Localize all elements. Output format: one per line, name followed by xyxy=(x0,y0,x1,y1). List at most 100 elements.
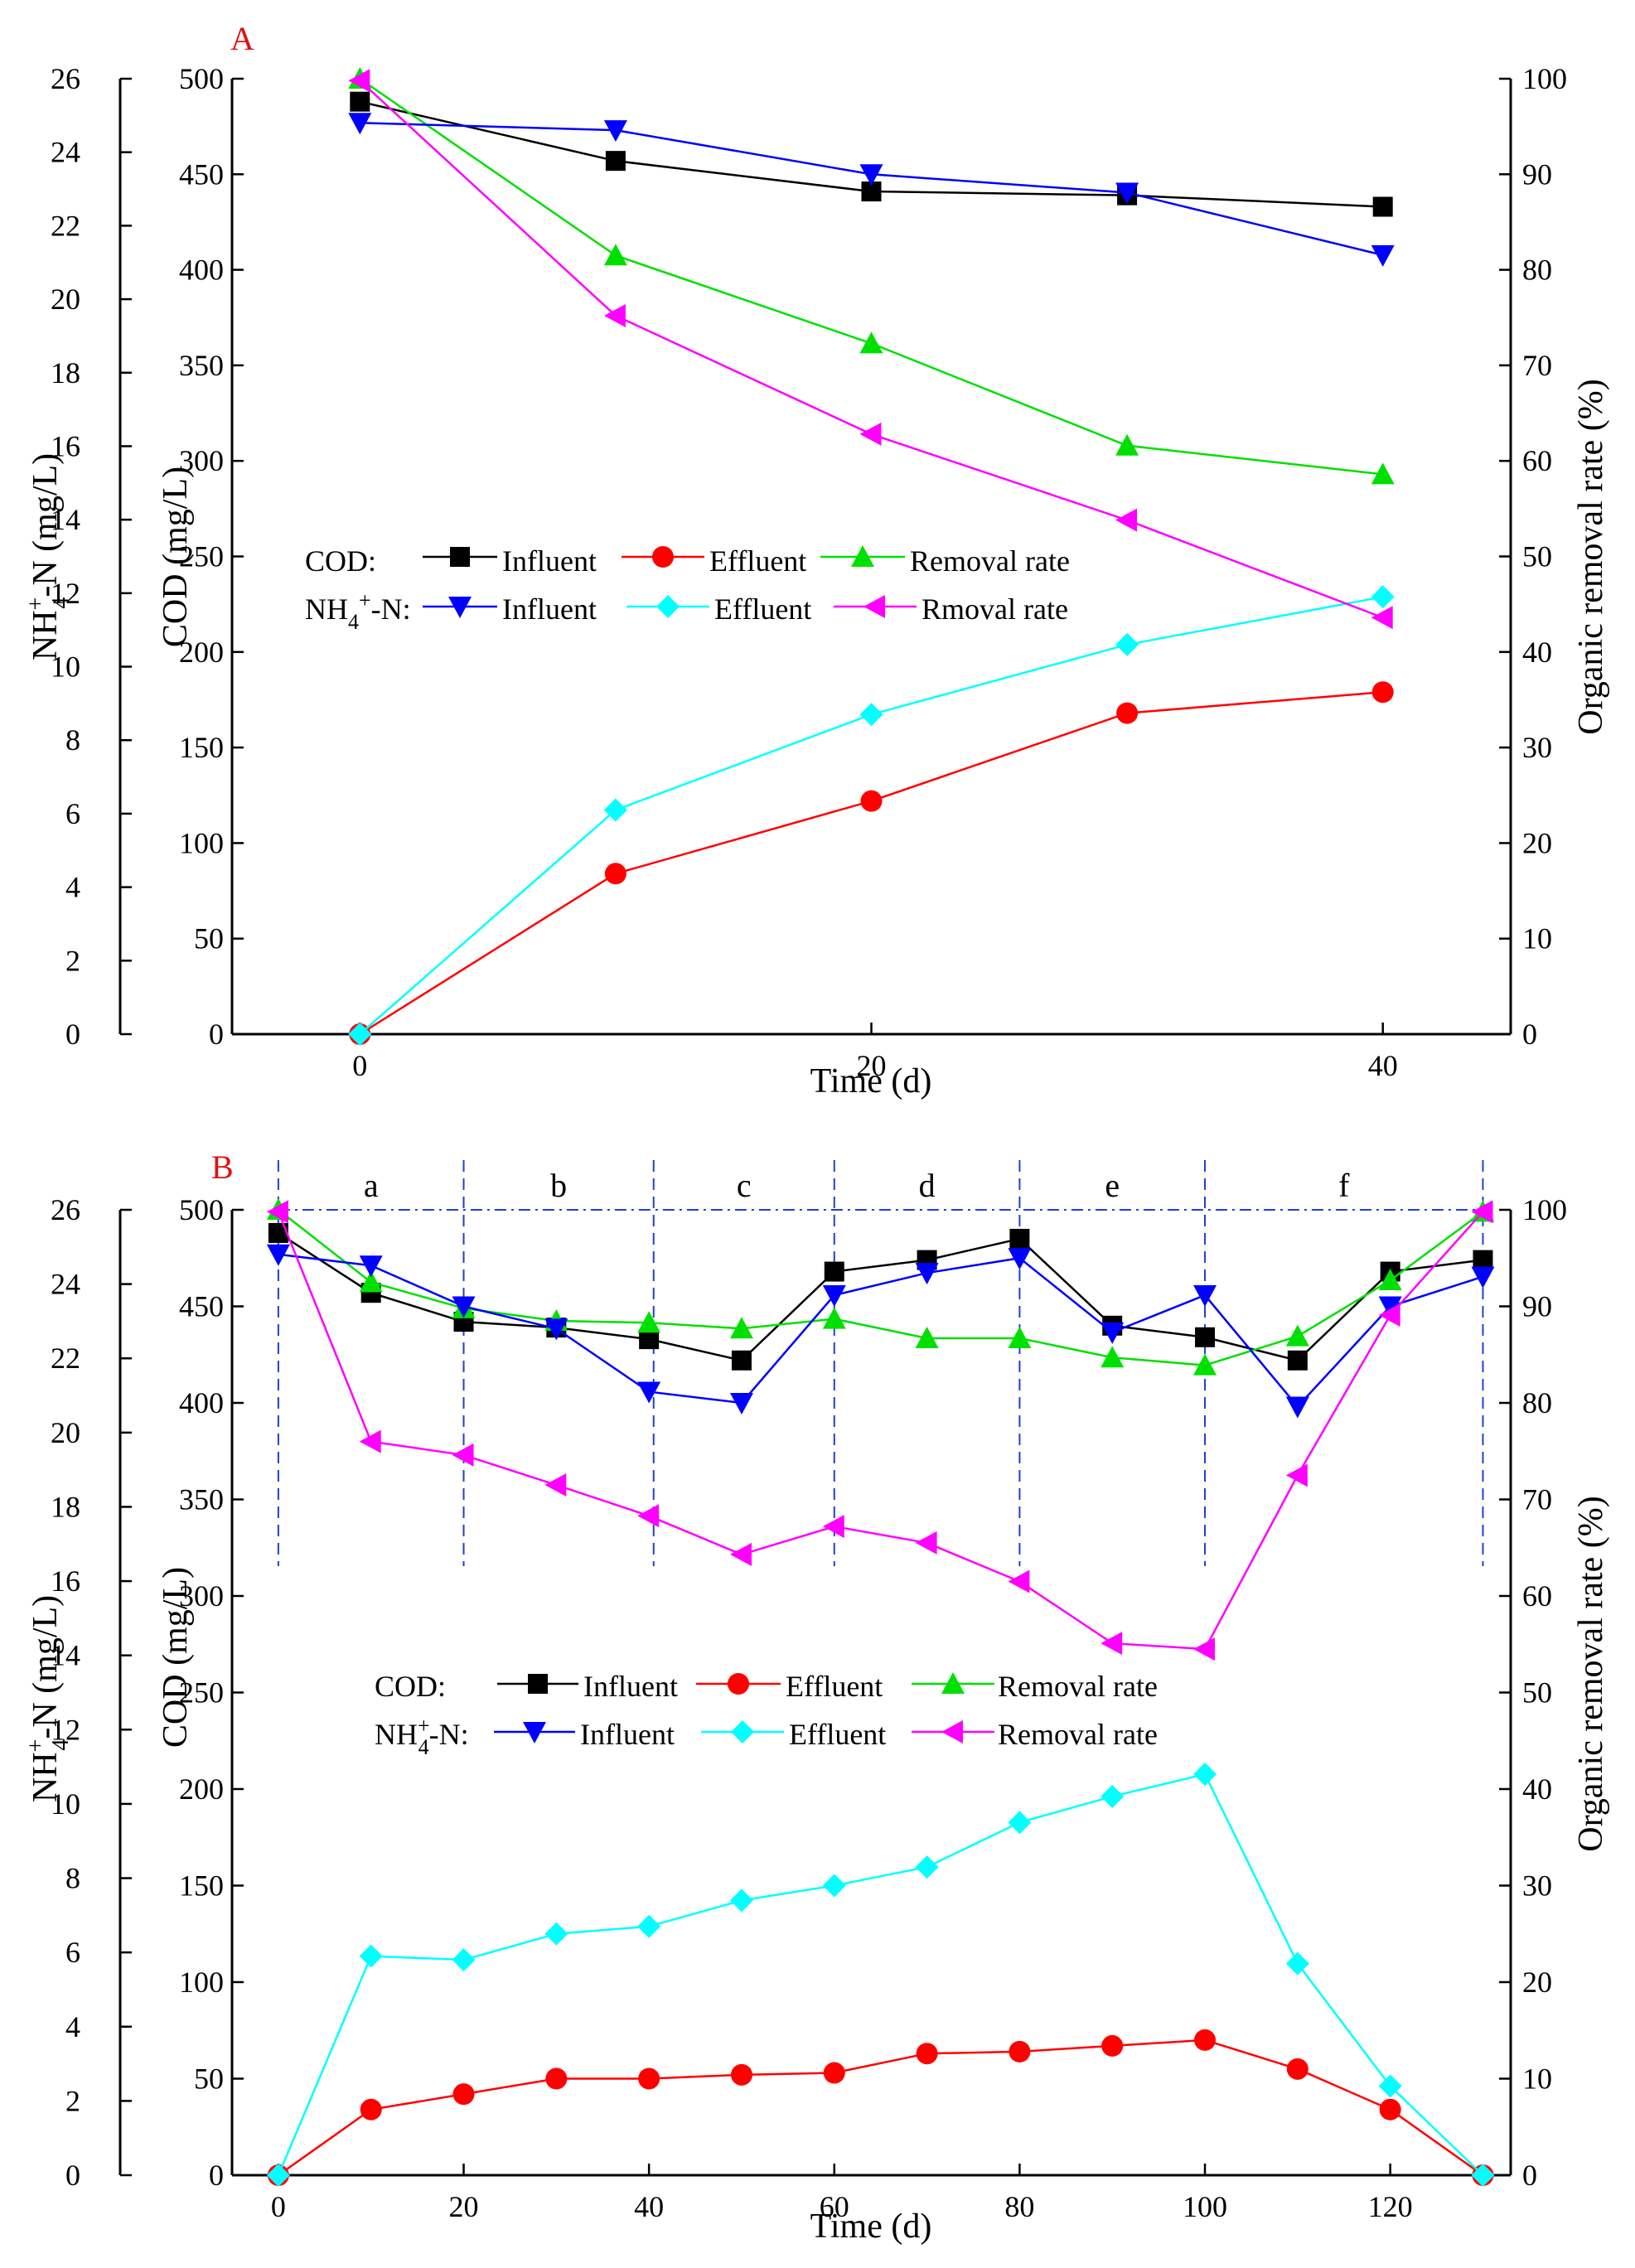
panel-b-nh4-n-effluent-point xyxy=(1471,2164,1495,2187)
panel-b-nh4-tick-label: 8 xyxy=(65,1862,80,1895)
panel-b-cod-tick-label: 200 xyxy=(179,1772,224,1806)
panel-a-nh4-n-effluent-point xyxy=(1371,585,1395,609)
panel-b-nh4-tick-label: 18 xyxy=(51,1490,80,1523)
panel-a-cod-removal-rate-point xyxy=(1371,462,1395,485)
panel-a-cod-tick-label: 100 xyxy=(179,826,224,859)
panel-a-cod-effluent-point xyxy=(1116,702,1139,724)
panel-b-cod-axis-title: COD (mg/L) xyxy=(157,1567,195,1748)
panel-b-nh4-n-effluent-point xyxy=(1008,1811,1032,1835)
panel-a-label: A xyxy=(230,20,254,57)
panel-b-cod-influent-point xyxy=(1009,1228,1030,1249)
panel-b-nh4-n-removal-rate-point xyxy=(1008,1569,1030,1593)
panel-b-nh4-n-removal-rate-point xyxy=(637,1504,660,1528)
panel-a-cod-removal-rate-point xyxy=(1115,433,1139,456)
panel-b-x-tick-label: 120 xyxy=(1368,2190,1413,2223)
panel-b-nh4-n-influent-point xyxy=(1378,1296,1402,1318)
panel-b-nh4-n-removal-rate-point xyxy=(915,1531,937,1555)
panel-b-cod-effluent-point xyxy=(916,2043,938,2065)
panel-b-legend-label-cod-removal: Removal rate xyxy=(998,1670,1158,1703)
panel-b-cod-removal-rate-point xyxy=(822,1307,846,1329)
panel-a-legend-label-nh4-influent: Influent xyxy=(502,592,597,626)
panel-b-phase-label-b: b xyxy=(550,1167,567,1204)
panel-b-cod-influent-point xyxy=(1287,1350,1308,1371)
panel-a-nh4-tick-label: 8 xyxy=(65,723,80,757)
panel-b-phase-label-a: a xyxy=(364,1167,379,1204)
panel-a-legend-label-cod-removal: Removal rate xyxy=(910,544,1070,578)
panel-b-nh4-n-removal-rate-point xyxy=(822,1515,844,1539)
panel-b-nh4-tick-label: 10 xyxy=(51,1787,80,1821)
panel-b-nh4-n-effluent-point xyxy=(915,1855,939,1879)
panel-a-series xyxy=(348,67,1395,1046)
panel-b-nh4-n-removal-rate-point xyxy=(1378,1303,1400,1327)
panel-a-nh4-tick-label: 12 xyxy=(51,577,80,610)
panel-a-nh4-n-influent-point xyxy=(1371,244,1395,267)
panel-a-chart: A 02468101214161820222426050100150200250… xyxy=(23,20,1610,1100)
panel-b-cod-effluent-point xyxy=(823,2062,845,2084)
panel-b-nh4-n-influent-point xyxy=(266,1244,290,1266)
panel-b-rate-tick-label: 50 xyxy=(1522,1676,1552,1709)
panel-b-rate-tick-label: 60 xyxy=(1522,1579,1552,1613)
panel-b-phase-label-c: c xyxy=(737,1167,752,1204)
panel-a-legend-label-nh4-removal: Rmoval rate xyxy=(922,592,1068,626)
panel-b-cod-tick-label: 150 xyxy=(179,1869,224,1903)
panel-b-cod-removal-rate-point xyxy=(729,1317,753,1339)
panel-b-cod-tick-label: 0 xyxy=(209,2159,224,2192)
panel-b-cod-effluent-point xyxy=(545,2067,568,2090)
panel-b-rate-tick-label: 10 xyxy=(1522,2062,1552,2096)
panel-a-nh4-n-effluent-line xyxy=(359,596,1383,1035)
panel-b-legend-nh4-prefix: NH+ 4-N: xyxy=(375,1714,469,1759)
panel-b-nh4-n-effluent-point xyxy=(1100,1784,1125,1808)
panel-a-x-tick-label: 0 xyxy=(352,1049,367,1082)
panel-b-nh4-n-effluent-point xyxy=(1193,1763,1217,1787)
panel-b-nh4-n-effluent-point xyxy=(637,1914,661,1938)
panel-b-legend-label-nh4-effluent: Effluent xyxy=(789,1718,886,1751)
panel-a-cod-tick-label: 500 xyxy=(179,62,224,95)
panel-b-nh4-axis-title: NH+4-N (mg/L) xyxy=(23,1595,74,1802)
panel-a-cod-influent-point xyxy=(1372,196,1393,217)
panel-a-nh4-tick-label: 18 xyxy=(51,356,80,389)
panel-a-legend-label-cod-effluent: Effluent xyxy=(709,544,806,578)
panel-a-nh4-tick-label: 22 xyxy=(51,209,80,242)
panel-b-nh4-n-influent-point xyxy=(1100,1322,1125,1344)
panel-b-cod-influent-point xyxy=(731,1350,752,1371)
panel-b-rate-tick-label: 0 xyxy=(1522,2159,1537,2192)
panel-b-phase-label-f: f xyxy=(1338,1167,1350,1204)
panel-b-legend: COD: NH+ 4-N: Influent Effluent Removal r… xyxy=(375,1670,1158,1759)
panel-b-cod-effluent-point xyxy=(638,2067,660,2090)
panel-b-x-tick-label: 20 xyxy=(449,2190,479,2223)
panel-b-rate-tick-label: 30 xyxy=(1522,1869,1552,1903)
panel-a-legend-nh4-prefix: NH4+-N: xyxy=(305,588,411,634)
panel-b-cod-tick-label: 250 xyxy=(179,1676,224,1709)
panel-a-nh4-n-rmoval-rate-point xyxy=(1371,606,1393,630)
panel-a-nh4-n-rmoval-rate-point xyxy=(859,422,882,446)
panel-b-nh4-n-removal-rate-point xyxy=(1193,1637,1216,1661)
panel-a-legend-cod-effluent-swatch-marker xyxy=(652,546,674,568)
panel-b-nh4-n-influent-point xyxy=(729,1393,753,1414)
panel-b-nh4-n-influent-point xyxy=(452,1296,476,1318)
panel-b-phase-label-d: d xyxy=(919,1167,936,1204)
panel-a-cod-tick-label: 400 xyxy=(179,254,224,287)
panel-b-nh4-tick-label: 6 xyxy=(65,1936,80,1969)
panel-b-nh4-n-influent-point xyxy=(1193,1285,1217,1308)
panel-a-nh4-tick-label: 6 xyxy=(65,797,80,830)
panel-a-cod-axis-title: COD (mg/L) xyxy=(157,467,195,647)
panel-b-legend-cod-influent-swatch-marker xyxy=(528,1674,548,1694)
panel-a-cod-effluent-point xyxy=(1371,681,1394,704)
panel-b-rate-tick-label: 70 xyxy=(1522,1483,1552,1516)
panel-b-x-tick-label: 40 xyxy=(634,2190,664,2223)
panel-a-nh4-n-influent-point xyxy=(1115,182,1139,205)
panel-b-nh4-n-influent-point xyxy=(1008,1248,1032,1270)
panel-b-ticks: 0246810121416182022242605010015020025030… xyxy=(51,1193,1567,2223)
panel-b-cod-influent-point xyxy=(1195,1327,1216,1347)
panel-b-nh4-n-effluent-point xyxy=(822,1874,846,1898)
panel-a-legend-label-cod-influent: Influent xyxy=(502,544,597,578)
panel-a-legend-cod-prefix: COD: xyxy=(305,544,376,578)
panel-b-cod-effluent-point xyxy=(1379,2098,1401,2121)
panel-a-x-tick-label: 20 xyxy=(857,1049,887,1082)
panel-b-cod-removal-rate-point xyxy=(1100,1346,1125,1368)
panel-a-nh4-tick-label: 0 xyxy=(65,1018,80,1051)
panel-b-x-axis-title: Time (d) xyxy=(810,2208,932,2246)
panel-a-rate-tick-label: 30 xyxy=(1522,731,1552,764)
panel-b-x-tick-label: 0 xyxy=(271,2190,286,2223)
panel-b-legend-label-cod-influent: Influent xyxy=(583,1670,678,1703)
